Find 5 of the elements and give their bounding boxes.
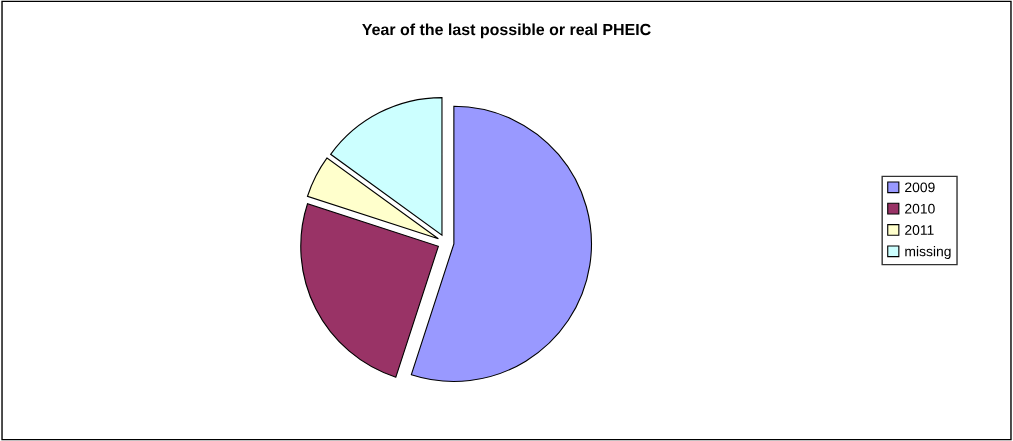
legend-label: 2009 <box>905 182 935 193</box>
legend-label: missing <box>905 246 951 260</box>
legend-label: 2011 <box>905 225 934 235</box>
chart-title: Year of the last possible or real PHEIC <box>362 23 651 39</box>
legend-label: 2010 <box>905 203 935 214</box>
